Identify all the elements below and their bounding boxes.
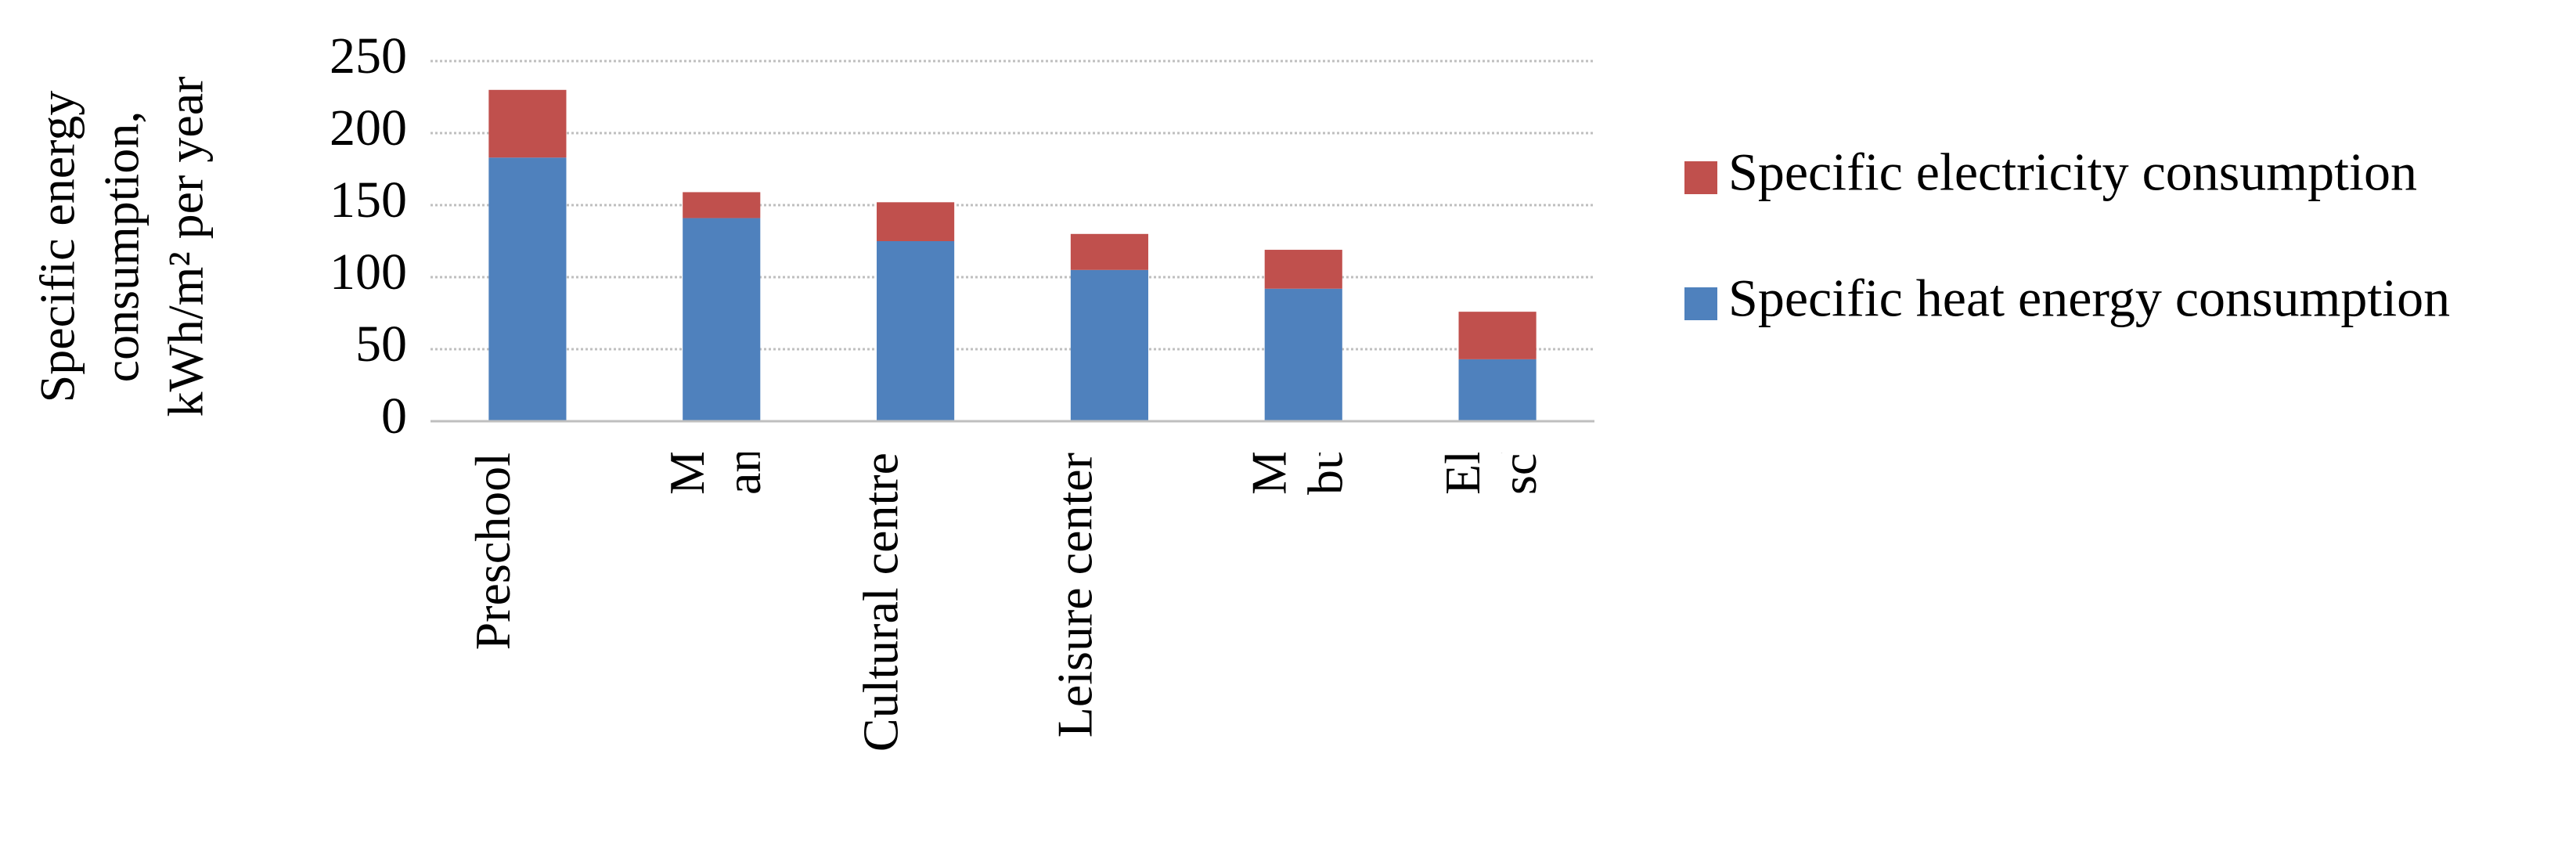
bar-segment [488,89,567,158]
x-tick-label-box: Cultural centre [853,453,978,797]
y-tick-label: 50 [355,316,407,373]
bar-segment [877,202,955,241]
y-tick-label: 100 [330,243,407,301]
x-tick-label-box: Municipality building [1241,453,1366,797]
x-tick-label: Elementary school [1435,453,1547,495]
bar-segment [1458,359,1537,421]
bar-segment [877,241,955,421]
x-tick-label: Preschool [464,453,521,651]
x-tick-label-wrap: Leisure center [1047,453,1172,797]
x-tick-label-box: Elementary school [1435,453,1560,797]
y-axis-label: Specific energy [30,91,85,403]
bar-segment [1070,233,1148,270]
y-tick-label: 0 [381,388,407,445]
bar-segment [683,192,761,218]
legend-swatch [1684,287,1717,320]
x-tick-label-wrap: Municipality building [1241,453,1366,797]
y-tick-label: 250 [330,27,407,85]
x-tick-label: Municipality building [1241,453,1353,495]
legend-label: Specific electricity consumption [1728,142,2417,202]
bar-segment [1264,250,1342,289]
x-tick-label-box: Music and art school [659,453,784,797]
bar-segment [683,218,761,421]
x-tick-label-box: Preschool [465,453,590,797]
x-tick-label-wrap: Preschool [465,453,590,797]
x-tick-label-wrap: Cultural centre [853,453,978,797]
bar-segment [1264,288,1342,421]
bar-segment [1070,269,1148,421]
x-tick-label: Leisure center [1047,453,1103,738]
y-tick-label: 200 [330,99,407,157]
x-tick-label-box: Leisure center [1047,453,1172,797]
x-tick-label: Music and art school [659,453,784,495]
x-tick-label: Cultural centre [852,453,909,752]
x-tick-label-wrap: Elementary school [1435,453,1560,797]
bar-segment [488,157,567,421]
legend-swatch [1684,161,1717,194]
y-axis-label: kWh/m² per year [158,77,214,417]
x-tick-label-wrap: Music and art school [659,453,784,797]
legend-label: Specific heat energy consumption [1728,269,2450,328]
y-tick-label: 150 [330,171,407,229]
y-axis-label: consumption, [94,111,150,383]
bar-segment [1458,312,1537,359]
